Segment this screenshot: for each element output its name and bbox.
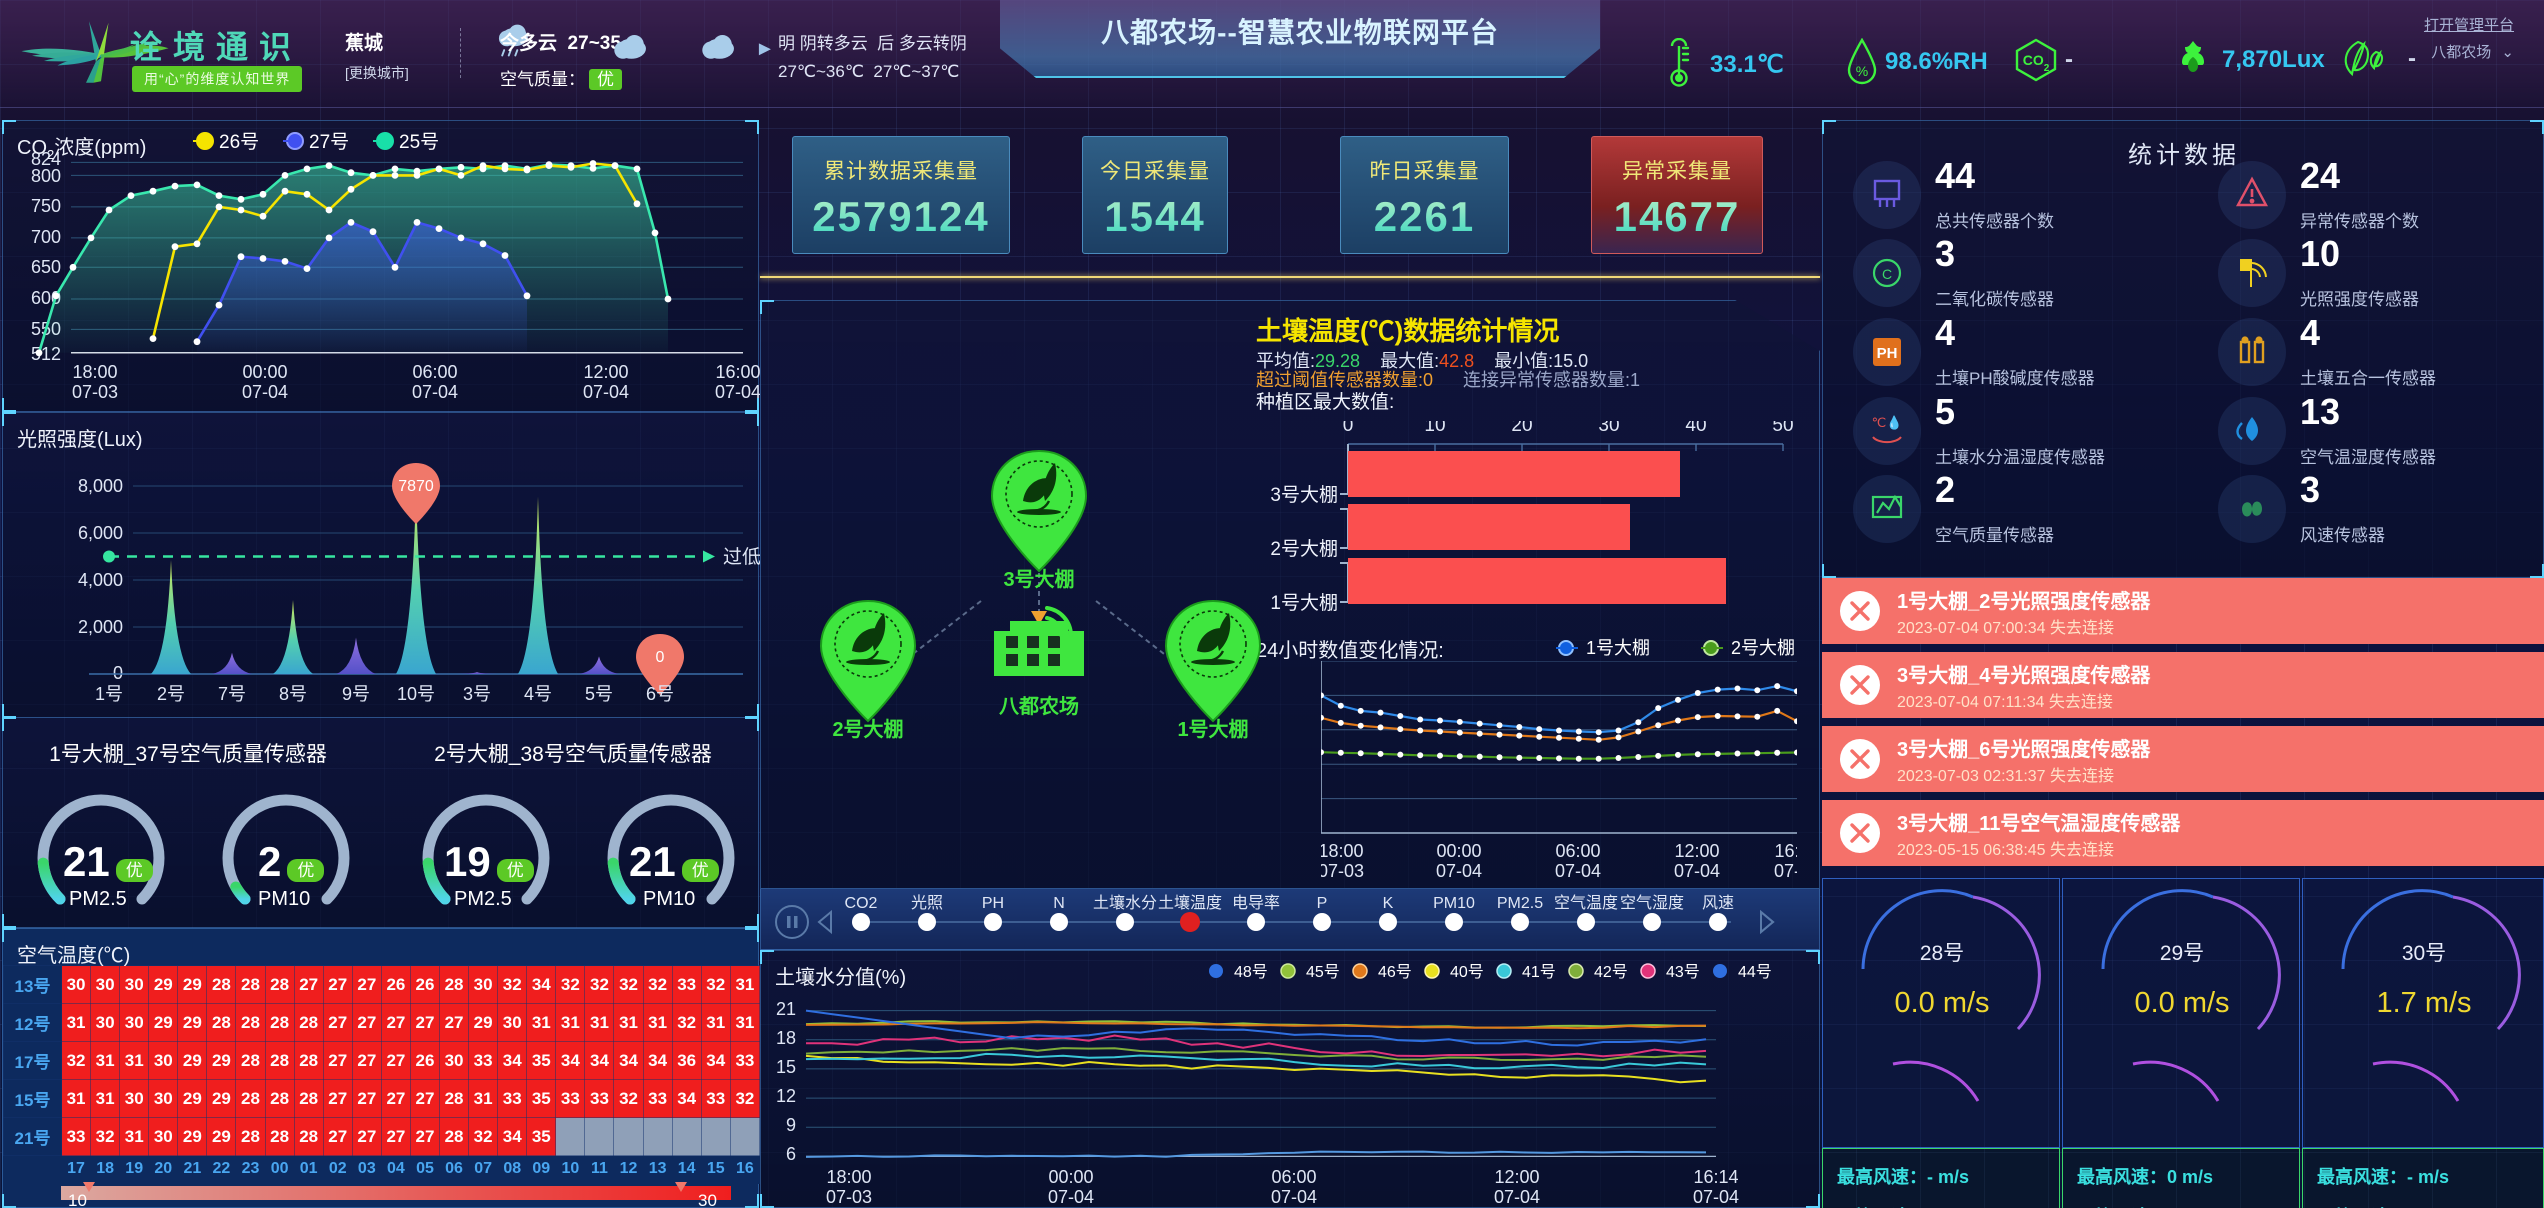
svg-text:土壤温度: 土壤温度 bbox=[1158, 893, 1222, 912]
svg-text:电导率: 电导率 bbox=[1232, 894, 1280, 912]
svg-text:12: 12 bbox=[776, 1086, 796, 1106]
svg-text:6号: 6号 bbox=[646, 684, 674, 704]
svg-text:风速: 风速 bbox=[1702, 894, 1734, 912]
svg-text:07-04: 07-04 bbox=[1048, 1187, 1094, 1207]
svg-text:45号: 45号 bbox=[1306, 963, 1340, 981]
svg-text:12:00: 12:00 bbox=[1494, 1167, 1539, 1187]
svg-text:空气湿度: 空气湿度 bbox=[1620, 894, 1684, 912]
svg-text:PM2.5: PM2.5 bbox=[1497, 895, 1543, 912]
svg-text:6,000: 6,000 bbox=[78, 523, 123, 543]
svg-text:8号: 8号 bbox=[279, 684, 307, 704]
svg-text:42号: 42号 bbox=[1594, 963, 1628, 981]
svg-text:07-04: 07-04 bbox=[242, 382, 288, 402]
svg-text:7号: 7号 bbox=[218, 684, 246, 704]
svg-text:PH: PH bbox=[982, 895, 1004, 912]
svg-text:7870: 7870 bbox=[398, 478, 434, 495]
svg-text:4号: 4号 bbox=[524, 684, 552, 704]
svg-text:00:00: 00:00 bbox=[242, 362, 287, 382]
svg-text:700: 700 bbox=[31, 227, 61, 247]
svg-text:21: 21 bbox=[776, 999, 796, 1019]
svg-text:PH: PH bbox=[1877, 345, 1898, 362]
svg-text:46号: 46号 bbox=[1378, 963, 1412, 981]
svg-text:10: 10 bbox=[68, 1191, 87, 1208]
svg-text:0: 0 bbox=[656, 649, 665, 666]
svg-text:8,000: 8,000 bbox=[78, 476, 123, 496]
svg-text:C: C bbox=[1882, 266, 1892, 282]
svg-text:18:00: 18:00 bbox=[826, 1167, 871, 1187]
svg-text:07-03: 07-03 bbox=[72, 382, 118, 402]
svg-text:八都农场: 八都农场 bbox=[999, 694, 1079, 718]
svg-text:25号: 25号 bbox=[399, 132, 439, 153]
svg-text:9号: 9号 bbox=[342, 684, 370, 704]
svg-text:07-04: 07-04 bbox=[1271, 1187, 1317, 1207]
svg-text:℃💧: ℃💧 bbox=[1872, 415, 1903, 430]
svg-text:PM10: PM10 bbox=[1433, 895, 1475, 912]
svg-text:过低: 过低 bbox=[723, 546, 760, 568]
svg-text:3号大棚: 3号大棚 bbox=[1003, 567, 1074, 591]
svg-text:07-04: 07-04 bbox=[583, 382, 629, 402]
svg-text:1号: 1号 bbox=[95, 684, 123, 704]
svg-text:光照: 光照 bbox=[911, 894, 943, 912]
svg-text:26号: 26号 bbox=[219, 132, 259, 153]
svg-text:2号大棚: 2号大棚 bbox=[832, 717, 903, 741]
svg-text:N: N bbox=[1053, 895, 1065, 912]
svg-text:15: 15 bbox=[776, 1057, 796, 1077]
svg-text:%: % bbox=[1856, 63, 1868, 79]
svg-text:12:00: 12:00 bbox=[583, 362, 628, 382]
svg-text:16:14: 16:14 bbox=[1693, 1167, 1738, 1187]
svg-text:650: 650 bbox=[31, 257, 61, 277]
svg-text:0: 0 bbox=[113, 663, 123, 683]
svg-text:07-04: 07-04 bbox=[1693, 1187, 1739, 1207]
svg-text:44号: 44号 bbox=[1738, 963, 1772, 981]
svg-text:06:00: 06:00 bbox=[1271, 1167, 1316, 1187]
svg-text:07-04: 07-04 bbox=[1494, 1187, 1540, 1207]
svg-text:CO2: CO2 bbox=[845, 895, 878, 912]
svg-text:4,000: 4,000 bbox=[78, 570, 123, 590]
svg-text:30: 30 bbox=[698, 1191, 717, 1208]
svg-text:18: 18 bbox=[776, 1028, 796, 1048]
svg-text:41号: 41号 bbox=[1522, 963, 1556, 981]
svg-text:9: 9 bbox=[786, 1115, 796, 1135]
svg-text:6: 6 bbox=[786, 1144, 796, 1164]
svg-text:800: 800 bbox=[31, 166, 61, 186]
svg-text:27号: 27号 bbox=[309, 132, 349, 153]
svg-text:1号大棚: 1号大棚 bbox=[1177, 717, 1248, 741]
svg-text:06:00: 06:00 bbox=[412, 362, 457, 382]
svg-text:空气温度: 空气温度 bbox=[1554, 894, 1618, 912]
svg-text:18:00: 18:00 bbox=[72, 362, 117, 382]
svg-text:CO2: CO2 bbox=[2023, 52, 2050, 74]
svg-text:土壤水分: 土壤水分 bbox=[1093, 893, 1157, 912]
svg-text:2号: 2号 bbox=[157, 684, 185, 704]
svg-text:5号: 5号 bbox=[585, 684, 613, 704]
svg-text:00:00: 00:00 bbox=[1048, 1167, 1093, 1187]
svg-text:2,000: 2,000 bbox=[78, 617, 123, 637]
svg-text:750: 750 bbox=[31, 196, 61, 216]
svg-text:07-03: 07-03 bbox=[826, 1187, 872, 1207]
svg-text:3号: 3号 bbox=[463, 684, 491, 704]
svg-text:40号: 40号 bbox=[1450, 963, 1484, 981]
svg-text:16:00: 16:00 bbox=[715, 362, 760, 382]
svg-text:07-04: 07-04 bbox=[412, 382, 458, 402]
svg-text:P: P bbox=[1317, 895, 1328, 912]
svg-text:10号: 10号 bbox=[397, 684, 435, 704]
svg-text:43号: 43号 bbox=[1666, 963, 1700, 981]
svg-text:48号: 48号 bbox=[1234, 963, 1268, 981]
svg-text:K: K bbox=[1383, 895, 1394, 912]
